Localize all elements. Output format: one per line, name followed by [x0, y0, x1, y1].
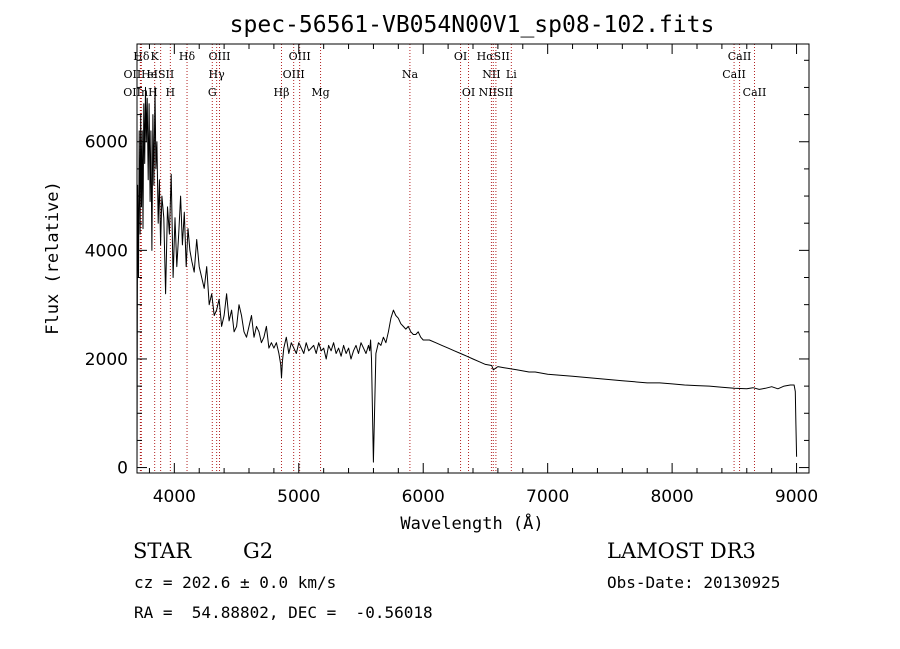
y-tick-label-2: 4000: [85, 241, 128, 261]
y-tick-label-3: 6000: [85, 133, 128, 153]
survey-name: LAMOST DR3: [607, 539, 756, 563]
line-marker-label-3: OIII: [208, 50, 230, 63]
coordinates-text: RA = 54.88802, DEC = -0.56018: [134, 603, 433, 622]
x-tick-label-1: 5000: [277, 487, 320, 507]
line-marker-label-10: Hγ: [209, 68, 226, 81]
y-tick-label-1: 2000: [85, 350, 128, 370]
line-marker-label-22: NIISII: [479, 86, 514, 99]
redshift-text: cz = 202.6 ± 0.0 km/s: [134, 573, 337, 592]
line-marker-label-13: NII: [482, 68, 500, 81]
line-marker-label-21: OI: [462, 86, 475, 99]
object-class: STAR: [133, 539, 192, 563]
axis-ticks: 4000 5000 6000 7000 8000 9000 0 2000 4000 6000: [85, 44, 818, 507]
line-marker-label-23: CaII: [743, 86, 767, 99]
line-marker-label-1: K: [151, 50, 160, 63]
line-marker-label-0: Hδ: [133, 50, 150, 63]
line-marker-label-18: G: [208, 86, 217, 99]
chart-title: spec-56561-VB054N00V1_sp08-102.fits: [230, 12, 715, 38]
line-marker-label-5: OI: [454, 50, 467, 63]
line-marker-label-11: OIII: [283, 68, 305, 81]
plot-frame: [136, 43, 810, 474]
line-marker-label-19: Hβ: [274, 86, 290, 99]
y-tick-label-0: 0: [117, 459, 128, 479]
line-marker-label-7: CaII: [728, 50, 752, 63]
x-tick-label-4: 8000: [650, 487, 693, 507]
line-marker-label-20: Mg: [311, 86, 329, 99]
x-axis-label: Wavelength (Å): [400, 512, 543, 534]
x-tick-label-0: 4000: [153, 487, 196, 507]
spectrum-line-0: [136, 86, 798, 468]
line-marker-label-6: HαSII: [477, 50, 510, 63]
line-marker-label-2: Hδ: [179, 50, 196, 63]
line-marker-label-4: OIII: [289, 50, 311, 63]
spectrum-series: [136, 86, 798, 468]
line-marker-label-12: Na: [402, 68, 419, 81]
line-marker-label-16: OIInH: [123, 86, 157, 99]
x-tick-label-2: 6000: [402, 487, 445, 507]
object-subclass: G2: [243, 539, 274, 563]
x-tick-label-5: 9000: [775, 487, 818, 507]
line-marker-label-9: eISII: [147, 68, 174, 81]
y-axis-label: Flux (relative): [43, 181, 63, 335]
x-tick-label-3: 7000: [526, 487, 569, 507]
line-marker-label-17: H: [166, 86, 176, 99]
line-marker-label-15: CaII: [722, 68, 746, 81]
line-marker-label-14: Li: [506, 68, 517, 81]
observation-date: Obs-Date: 20130925: [607, 573, 781, 592]
